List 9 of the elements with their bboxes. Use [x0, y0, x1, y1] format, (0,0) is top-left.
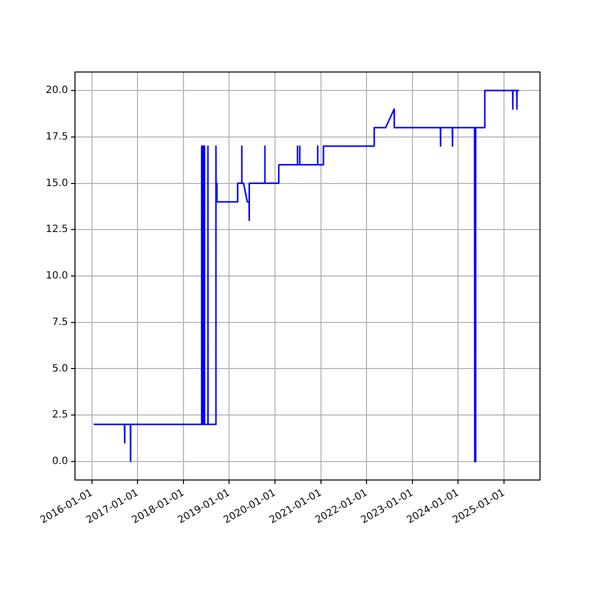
y-tick-label: 2.5	[52, 410, 68, 421]
y-tick-label: 17.5	[46, 132, 68, 143]
y-tick-label: 7.5	[52, 316, 68, 328]
y-tick-label: 20.0	[46, 85, 68, 96]
y-tick-label: 10.0	[46, 270, 68, 282]
y-tick-label: 15.0	[46, 178, 68, 189]
y-tick-label: 0.0	[52, 456, 68, 468]
y-tick-label: 12.5	[46, 224, 68, 236]
y-tick-label: 5.0	[52, 363, 68, 374]
